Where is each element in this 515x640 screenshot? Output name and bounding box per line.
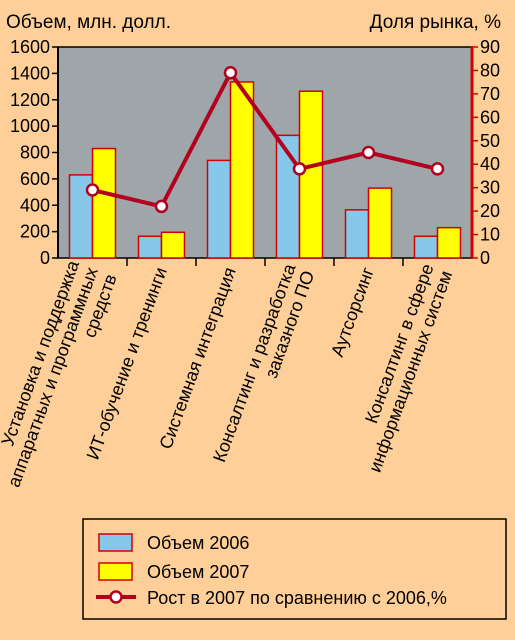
bar-объем-2007-1 xyxy=(91,147,117,259)
right-tick-label-70: 70 xyxy=(480,84,500,104)
legend-marker-growth xyxy=(109,590,123,604)
legend-label-2007: Объем 2007 xyxy=(147,562,249,582)
right-tick-label-40: 40 xyxy=(480,154,500,174)
bar-объем-2007-3 xyxy=(229,81,255,259)
growth-point-6 xyxy=(430,162,445,176)
left-tick-label-200: 200 xyxy=(20,222,50,242)
growth-line xyxy=(92,70,438,209)
right-tick-label-30: 30 xyxy=(480,178,500,198)
left-tick-label-800: 800 xyxy=(20,143,50,163)
legend-swatch-2007 xyxy=(98,562,133,581)
left-tick-label-400: 400 xyxy=(20,195,50,215)
right-tick-label-10: 10 xyxy=(480,225,500,245)
right-axis-title: Доля рынка, % xyxy=(370,12,501,33)
left-axis-title: Объем, млн. долл. xyxy=(6,12,171,33)
bar-объем-2007-2 xyxy=(160,231,186,259)
right-tick-label-90: 90 xyxy=(480,37,500,57)
growth-point-4 xyxy=(292,162,307,176)
bar-объем-2006-3 xyxy=(206,159,232,259)
legend-swatch-2006 xyxy=(98,533,133,552)
plot-area xyxy=(57,46,473,259)
left-tick-label-1400: 1400 xyxy=(10,63,50,83)
right-tick-label-20: 20 xyxy=(480,201,500,221)
legend-label-growth: Рост в 2007 по сравнению с 2006,% xyxy=(147,588,447,608)
legend-box xyxy=(82,518,507,620)
bar-объем-2006-5 xyxy=(344,209,370,259)
category-label-1: Установка и поддержкааппаратных и програ… xyxy=(0,257,121,497)
bar-объем-2007-6 xyxy=(436,226,462,259)
left-tick-label-1200: 1200 xyxy=(10,90,50,110)
legend-label-2006: Объем 2006 xyxy=(147,533,249,553)
legend: Объем 2006 Объем 2007 Рост в 2007 по сра… xyxy=(82,518,507,620)
left-tick-label-1600: 1600 xyxy=(10,37,50,57)
growth-point-1 xyxy=(85,183,100,197)
bar-объем-2006-2 xyxy=(137,235,163,259)
left-tick-label-0: 0 xyxy=(40,248,50,268)
growth-point-2 xyxy=(154,199,169,214)
right-tick-label-80: 80 xyxy=(480,60,500,80)
growth-point-3 xyxy=(223,66,238,80)
left-tick-label-1000: 1000 xyxy=(10,116,50,136)
category-label-5-line-1: Аутсорсинг xyxy=(327,264,378,359)
right-tick-label-0: 0 xyxy=(480,248,490,268)
category-label-5: Аутсорсинг xyxy=(327,264,378,359)
left-tick-label-600: 600 xyxy=(20,169,50,189)
right-tick-label-50: 50 xyxy=(480,131,500,151)
bar-объем-2006-6 xyxy=(413,235,439,259)
bar-объем-2007-5 xyxy=(367,187,393,259)
growth-point-5 xyxy=(361,145,376,160)
right-tick-label-60: 60 xyxy=(480,107,500,127)
